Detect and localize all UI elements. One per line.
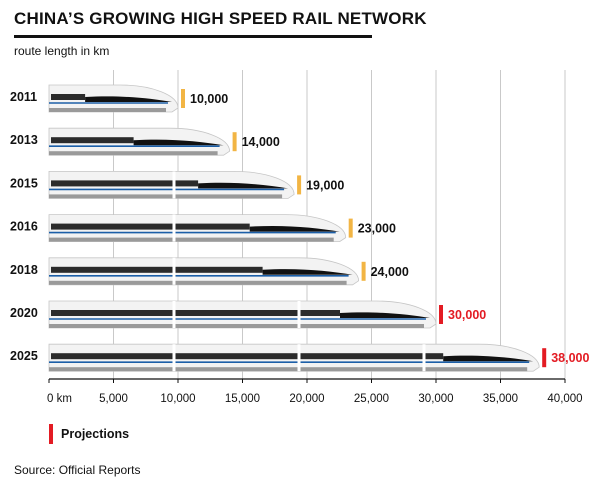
train-cab [198,182,289,189]
train-window-band [51,94,86,100]
train-skirt [49,151,218,156]
year-label: 2011 [10,90,37,104]
train-bars: 2011 10,000 2013 14,000 2015 19,000 2016 23,000… [10,84,589,372]
train-skirt [49,324,424,328]
value-label: 24,000 [371,265,409,279]
year-label: 2025 [10,349,38,363]
train-window-band [51,266,263,273]
x-tick-label: 15,000 [225,393,260,405]
bar-row: 2025 38,000 [10,343,589,372]
train-window-band [51,180,199,187]
train-window-band [51,137,134,144]
value-label: 30,000 [448,308,486,322]
train-cab [443,355,534,362]
legend-label: Projections [61,427,130,441]
chart-subtitle: route length in km [14,44,110,58]
train-skirt [49,108,166,112]
value-marker [542,348,547,368]
legend-swatch [49,424,53,444]
x-tick-label: 25,000 [354,393,389,405]
value-label: 38,000 [551,351,589,365]
bar-row: 2016 23,000 [10,214,396,242]
bar-row: 2013 14,000 [10,127,280,156]
train-cab [340,312,430,318]
value-label: 23,000 [358,222,396,236]
value-label: 10,000 [190,92,228,106]
value-label: 19,000 [306,178,344,192]
train-cab [249,225,340,232]
x-tick-label: 0 km [47,393,72,405]
value-marker [361,261,366,281]
train-cab [85,96,172,102]
chart-title: CHINA’S GROWING HIGH SPEED RAIL NETWORK [14,9,427,28]
train-cab [262,269,353,275]
train-skirt [49,367,528,372]
train-cab [133,139,224,146]
year-label: 2016 [10,220,38,234]
train-skirt [49,194,283,199]
year-label: 2018 [10,263,38,277]
x-tick-label: 5,000 [99,393,128,405]
value-label: 14,000 [242,135,280,149]
x-tick-label: 10,000 [160,393,195,405]
year-label: 2013 [10,133,38,147]
x-tick-label: 30,000 [418,393,453,405]
value-marker [348,218,353,238]
bar-row: 2020 30,000 [10,300,486,329]
x-tick-label: 20,000 [289,393,324,405]
source-note: Source: Official Reports [14,463,141,477]
bar-row: 2018 24,000 [10,257,409,286]
legend: Projections [49,424,129,444]
train-skirt [49,280,347,285]
x-tick-label: 40,000 [547,393,582,405]
x-axis: 0 km 5,000 10,000 15,000 20,000 25,000 30,000 3… [47,378,583,405]
bar-row: 2011 10,000 [10,84,228,113]
value-marker [297,175,302,195]
x-tick-label: 35,000 [483,393,518,405]
train-window-band [51,223,250,230]
year-label: 2015 [10,176,38,190]
value-marker [439,305,443,324]
bar-row: 2015 19,000 [10,171,344,199]
title-rule [14,35,372,38]
train-window-band [51,353,444,360]
value-marker [181,89,185,108]
train-skirt [49,237,334,242]
value-marker [232,132,237,152]
train-window-band [51,310,340,316]
year-label: 2020 [10,306,38,320]
